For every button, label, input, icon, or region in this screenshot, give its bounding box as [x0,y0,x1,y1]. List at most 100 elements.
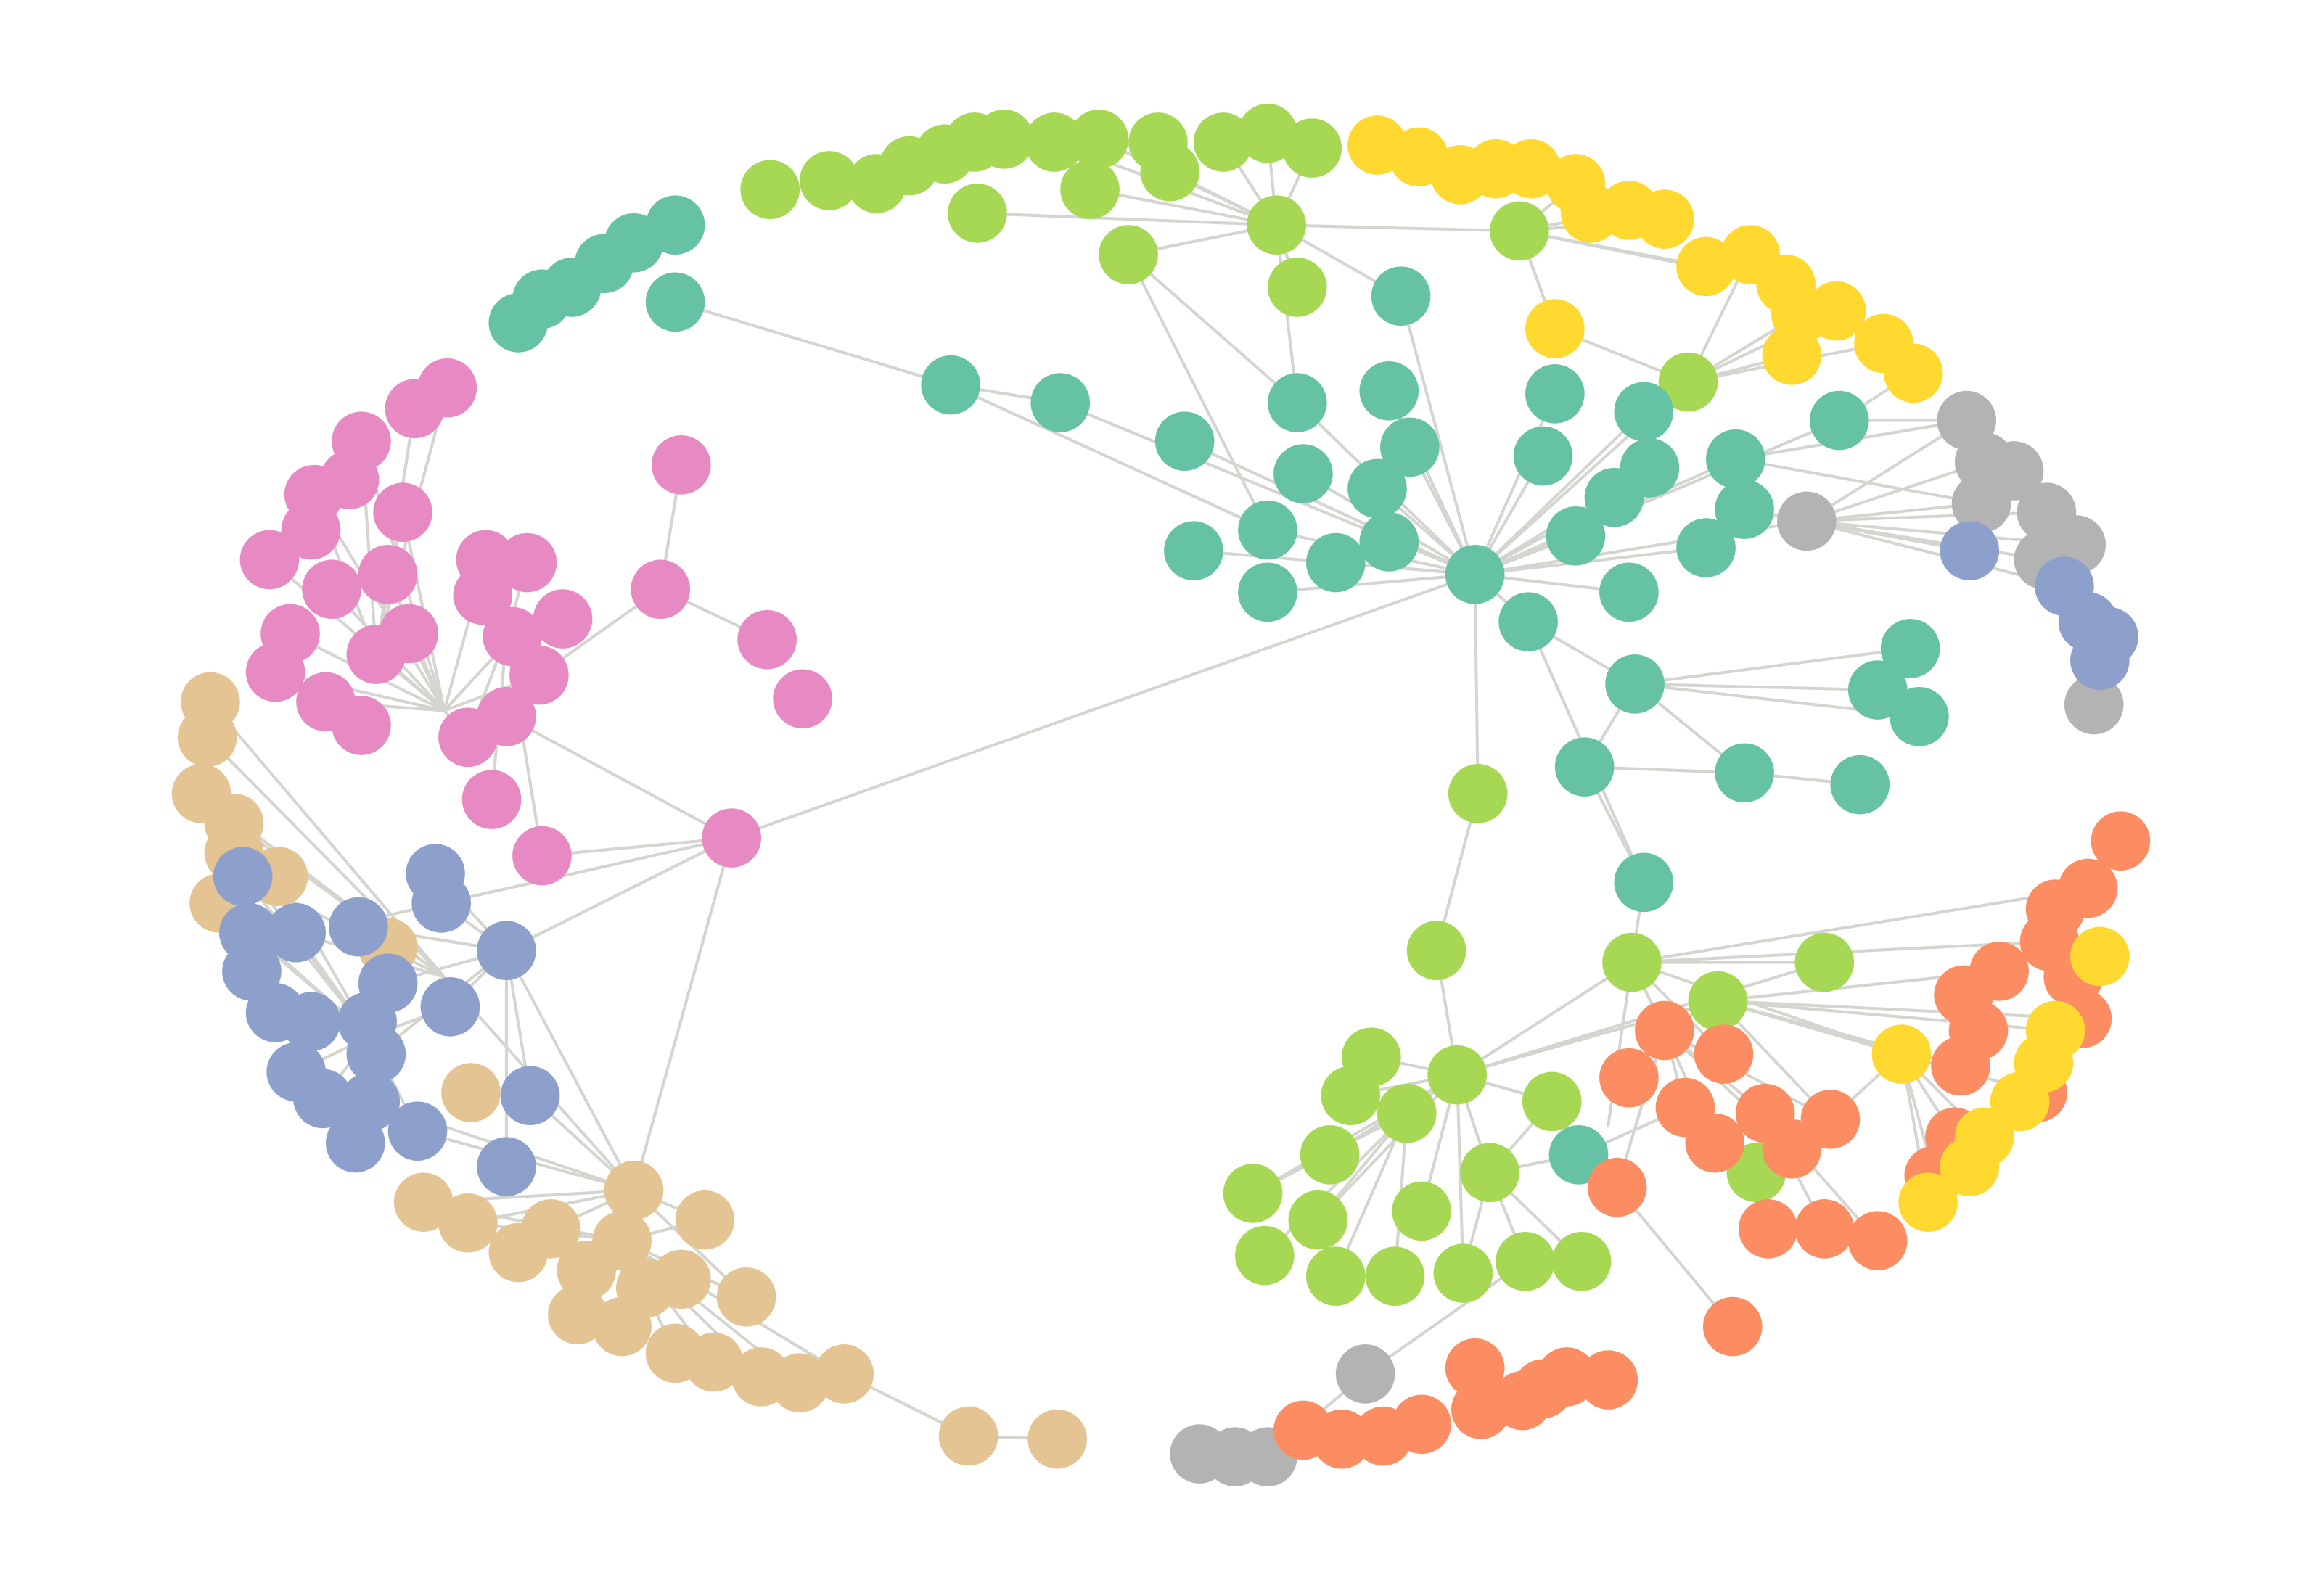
graph-node-green [1522,1071,1582,1132]
graph-edge [1399,295,1477,576]
graph-node-teal [1154,411,1215,471]
graph-node-teal [1030,373,1091,432]
graph-node-pink [302,559,361,620]
graph-node-teal [1238,500,1297,560]
graph-node-tan [651,1249,711,1309]
graph-node-tan [548,1285,607,1345]
graph-node-tan [684,1332,744,1392]
graph-node-green [800,151,859,210]
graph-node-green [1099,225,1158,284]
graph-edge [1630,887,2090,964]
graph-edge [1127,252,1299,405]
graph-node-pink [651,435,711,495]
graph-node-orange [1931,1036,1990,1096]
graph-edge [1456,1073,1465,1275]
graph-node-green [1490,201,1549,261]
graph-edge [1183,440,1477,576]
graph-node-green [1235,1225,1295,1286]
graph-node-blue [329,897,388,957]
graph-node-green [1193,112,1253,172]
graph-edge [504,949,636,1192]
graph-node-blue [2070,630,2130,691]
graph-edge [1316,1073,1459,1222]
graph-nodes [171,103,2151,1486]
graph-node-orange [1685,1113,1745,1173]
graph-node-tan [592,1296,652,1357]
graph-node-tan [393,1172,454,1232]
graph-node-teal [1715,480,1774,539]
graph-node-yellow [1806,281,1866,341]
graph-node-green [1267,258,1327,317]
graph-node-pink [245,642,305,702]
graph-node-pink [512,826,572,886]
graph-node-teal [1880,619,1940,678]
graph-node-green [1247,195,1306,255]
graph-node-blue [213,847,273,906]
graph-node-teal [1605,654,1665,714]
graph-node-teal [1164,521,1223,580]
graph-edge [1265,572,1477,594]
graph-node-green [1658,352,1718,412]
graph-node-blue [1940,521,2000,580]
graph-edge [1633,646,1912,686]
graph-node-pink [773,669,832,729]
graph-node-teal [1830,754,1890,815]
graph-node-green [1392,1181,1451,1241]
graph-node-teal [1525,364,1585,424]
graph-node-orange [1694,1024,1754,1084]
graph-node-blue [281,992,341,1051]
graph-node-blue [411,873,471,933]
graph-node-teal [1620,438,1680,498]
graph-node-pink [319,450,380,510]
graph-node-teal [1706,429,1765,489]
graph-node-pink [281,500,341,560]
graph-node-green [1025,112,1084,172]
graph-node-green [1427,1045,1487,1105]
graph-node-teal [1554,737,1615,797]
graph-node-orange [1635,1000,1694,1061]
graph-edge [730,572,1477,840]
graph-edge [975,211,1279,227]
graph-node-green [1448,764,1508,823]
graph-node-orange [1599,1048,1659,1108]
graph-node-blue [477,921,536,981]
graph-node-tan [1027,1409,1087,1469]
graph-node-pink [461,770,522,829]
graph-node-teal [1267,373,1327,432]
graph-node-teal [1614,852,1674,913]
graph-node-orange [1762,1119,1822,1179]
graph-edge [1716,999,2084,1021]
graph-edge [1630,961,1903,1056]
graph-edge [1275,223,1521,233]
graph-node-pink [332,696,391,755]
graph-node-teal [645,195,705,255]
graph-node-teal [1715,743,1774,803]
graph-node-teal [1498,592,1558,651]
graph-node-teal [1273,444,1333,503]
graph-node-yellow [2070,926,2130,987]
graph-node-orange [1702,1296,1763,1357]
graph-node-green [1406,921,1466,981]
graph-node-green [1433,1243,1493,1303]
graph-edge [1473,419,1841,576]
graph-node-yellow [1940,1137,2000,1196]
graph-edge [949,383,1269,532]
graph-node-pink [497,532,557,593]
graph-node-pink [379,604,439,664]
graph-node-teal [645,272,705,332]
graph-node-green [1365,1246,1425,1306]
graph-node-yellow [1762,325,1822,385]
graph-node-teal [1614,382,1674,442]
graph-node-tan [557,1241,616,1300]
graph-edge [504,836,734,953]
graph-edge [1263,1111,1408,1257]
graph-node-pink [373,482,432,542]
graph-node-green [1069,110,1129,169]
graph-node-tan [770,1353,829,1412]
graph-node-blue [293,1069,353,1129]
graph-node-pink [453,565,513,625]
graph-node-teal [1306,532,1366,593]
graph-node-teal [1238,562,1297,622]
graph-node-teal [1809,390,1869,451]
